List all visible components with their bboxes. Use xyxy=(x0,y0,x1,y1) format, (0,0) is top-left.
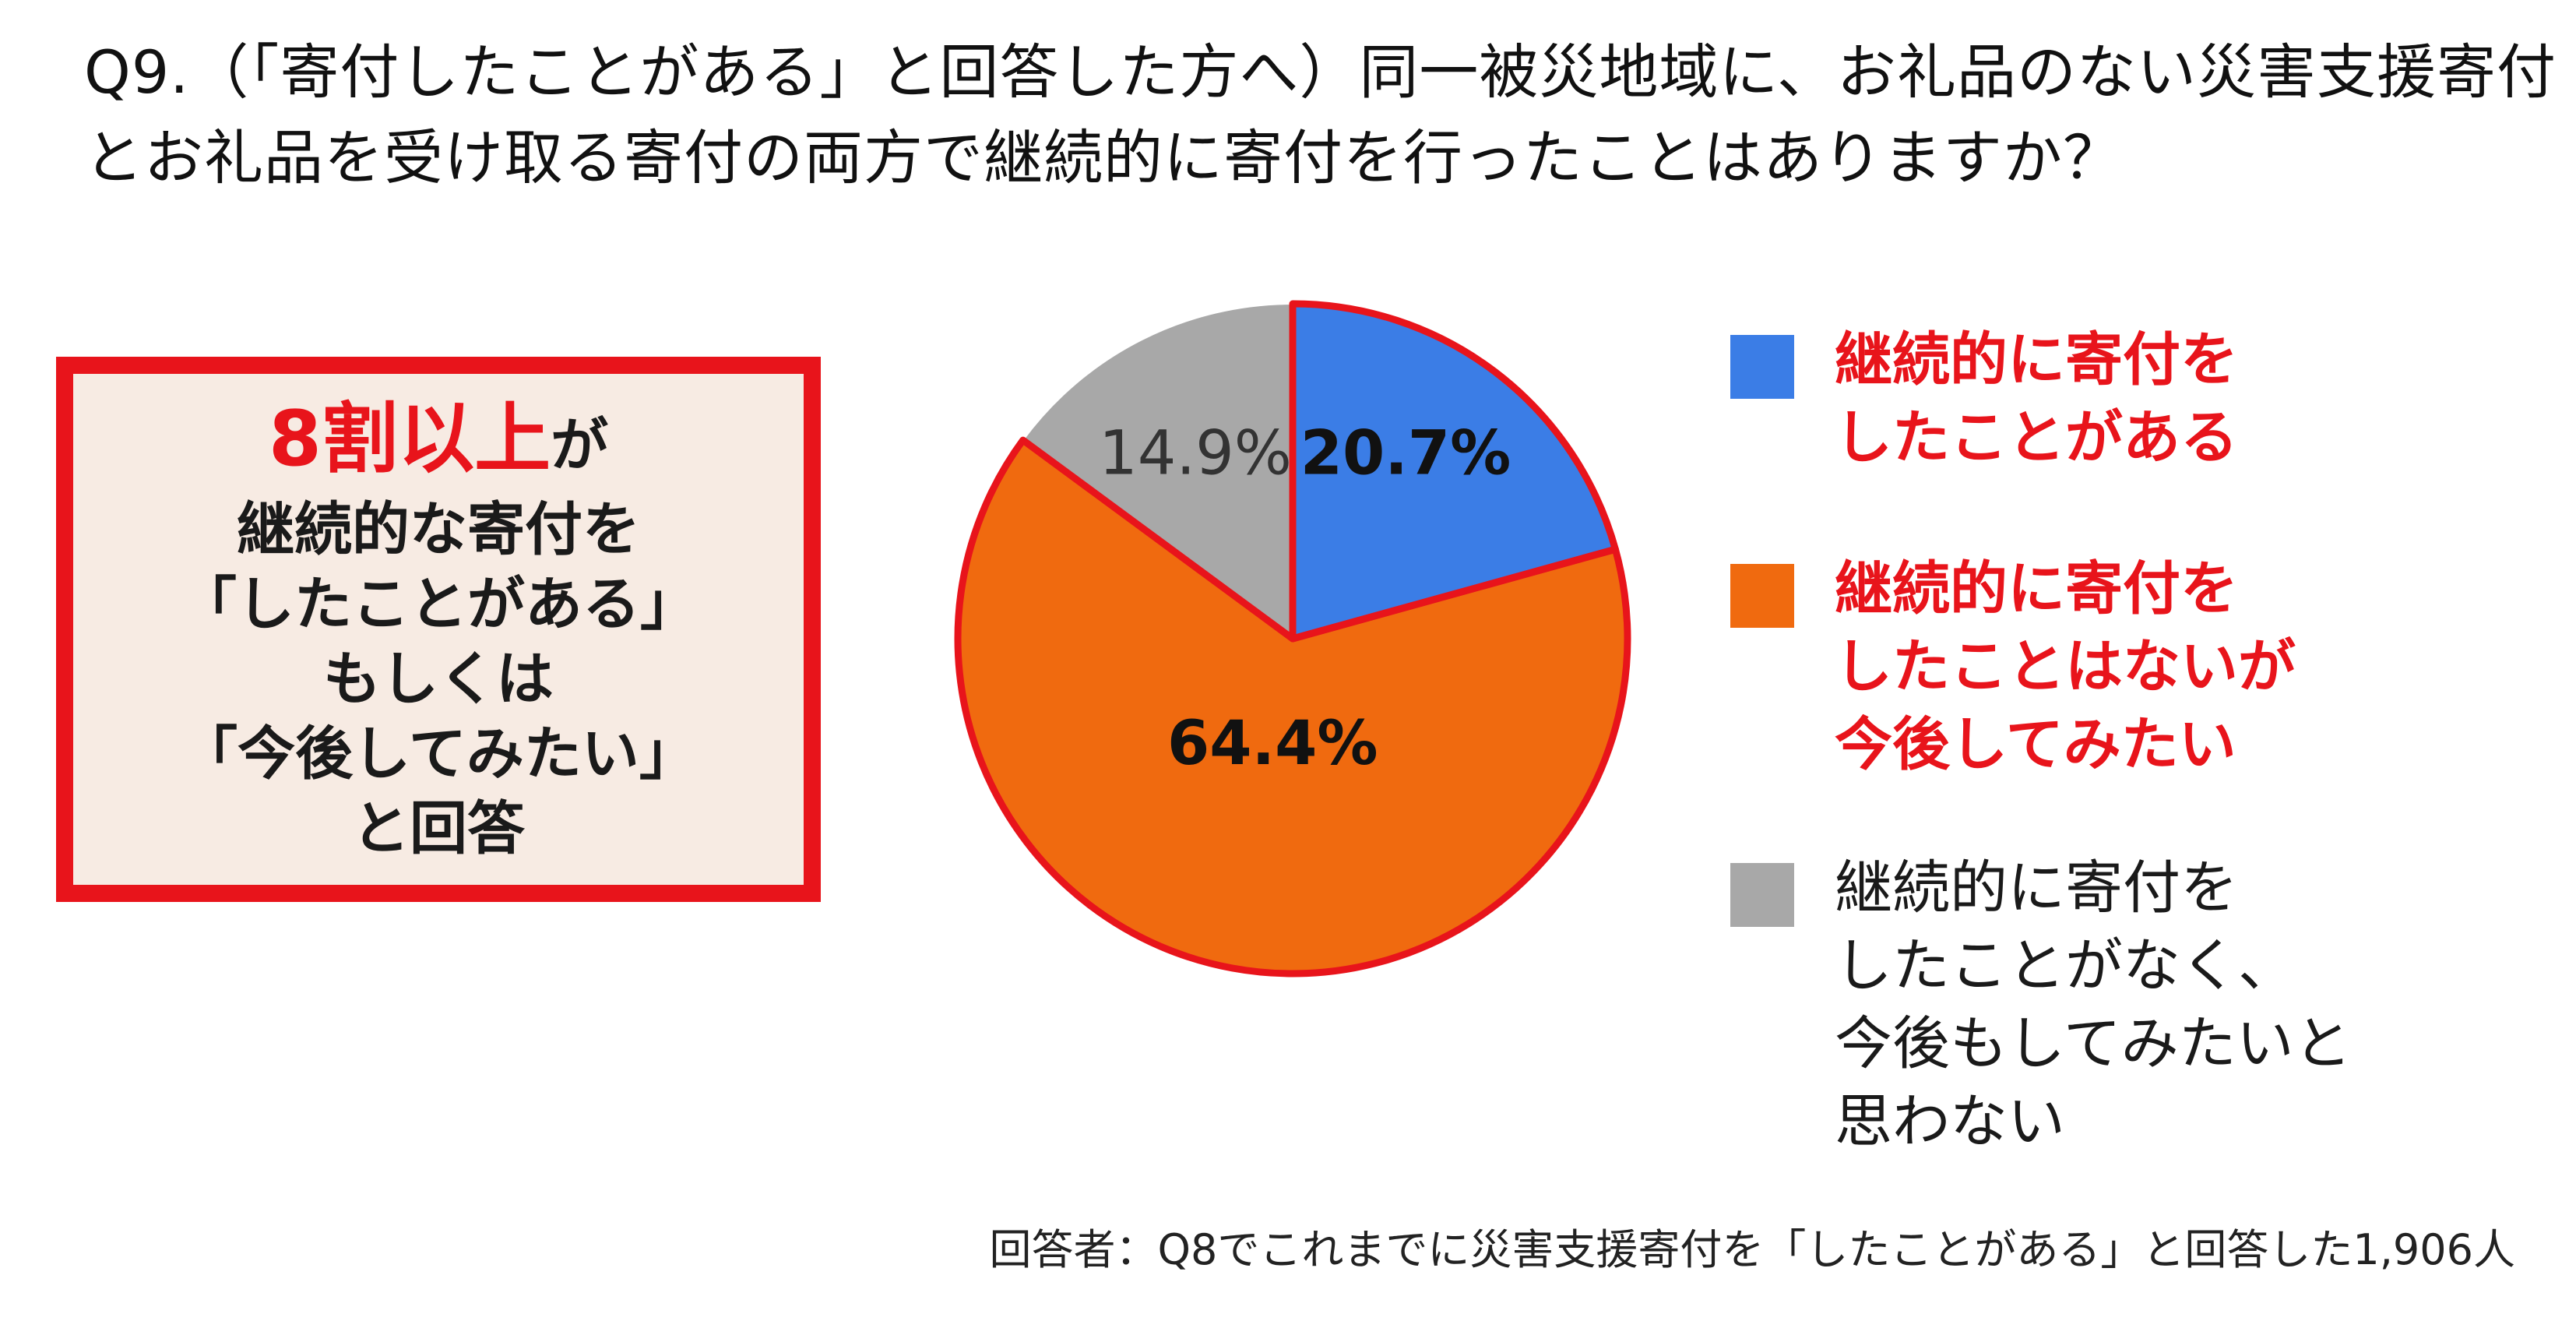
question-line-2: とお礼品を受け取る寄付の両方で継続的に寄付を行ったことはありますか？ xyxy=(84,123,2123,192)
legend-label: 継続的に寄付を したことはないが 今後してみたい xyxy=(1835,550,2536,784)
callout-highlight: 8割以上 xyxy=(268,395,551,484)
legend-label-line: したことがなく、 xyxy=(1835,932,2296,999)
legend-swatch-blue xyxy=(1730,335,1794,399)
legend-label-line: 思わない xyxy=(1835,1088,2065,1155)
legend-label-line: 今後してみたい xyxy=(1835,711,2236,778)
pie-slice-value-label: 20.7% xyxy=(1300,418,1511,488)
callout-line: 「したことがある」 xyxy=(179,571,698,638)
legend-label-line: 継続的に寄付を xyxy=(1835,326,2238,393)
legend-label-line: したことがある xyxy=(1835,404,2238,471)
callout-line: 継続的な寄付を xyxy=(237,496,640,563)
question-line-1: Q9.（「寄付したことがある」と回答した方へ）同一被災地域に、お礼品のない災害支… xyxy=(84,37,2557,107)
legend-label-line: 継続的に寄付を xyxy=(1835,854,2238,921)
pie-slice-not-interested xyxy=(1022,302,1293,640)
callout-suffix: が xyxy=(551,412,609,479)
legend-label-line: 今後もしてみたいと xyxy=(1835,1010,2352,1077)
respondent-footnote: 回答者：Q8でこれまでに災害支援寄付を「したことがある」と回答した1,906人 xyxy=(989,1225,2515,1274)
callout-line: 「今後してみたい」 xyxy=(180,720,697,787)
legend-label: 継続的に寄付を したことがある xyxy=(1835,321,2536,477)
legend-label-line: 継続的に寄付を xyxy=(1835,555,2238,622)
callout-line: と回答 xyxy=(352,795,525,862)
pie-slice-value-label: 64.4% xyxy=(1167,709,1378,779)
legend-swatch-orange xyxy=(1730,564,1794,628)
pie-slice-outline xyxy=(1289,300,1619,643)
legend-label-line: したことはないが xyxy=(1835,633,2296,700)
pie-slice-outline xyxy=(954,436,1631,978)
question-title: Q9.（「寄付したことがある」と回答した方へ）同一被災地域に、お礼品のない災害支… xyxy=(84,30,2557,201)
callout-headline: 8割以上が xyxy=(269,393,608,492)
summary-callout-box: 8割以上が 継続的な寄付を 「したことがある」 もしくは 「今後してみたい」 と… xyxy=(56,357,821,902)
pie-chart: 20.7% 64.4% 14.9% xyxy=(954,300,1631,978)
pie-slice-value-label: 14.9% xyxy=(1099,418,1292,488)
legend-label: 継続的に寄付を したことがなく、 今後もしてみたいと 思わない xyxy=(1835,849,2536,1161)
callout-line: もしくは xyxy=(323,646,554,713)
legend-swatch-gray xyxy=(1730,863,1794,927)
